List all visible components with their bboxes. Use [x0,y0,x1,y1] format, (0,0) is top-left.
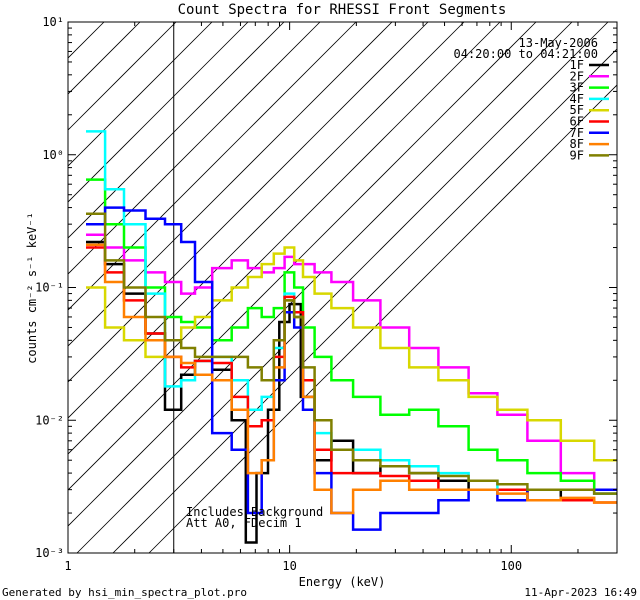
legend-label-3F: 3F [570,81,584,95]
note-attenuator: Att A0, FDecim 1 [186,516,302,530]
x-tick-label: 100 [500,559,522,573]
series-line-5F [86,246,617,462]
legend-label-5F: 5F [570,103,584,117]
series-layer [86,130,617,544]
hatch-line [68,22,177,131]
observation-date: 13-May-2006 [519,36,598,50]
legend-label-9F: 9F [570,148,584,162]
y-tick-label: 10⁻² [35,413,64,427]
y-tick-label: 10⁻¹ [35,281,64,295]
y-axis-label: counts cm⁻² s⁻¹ keV⁻¹ [25,212,39,364]
legend-label-2F: 2F [570,69,584,83]
series-line-7F [86,206,617,531]
legend-label-4F: 4F [570,92,584,106]
y-tick-label: 10⁻³ [35,546,64,560]
footer-generator: Generated by hsi_min_spectra_plot.pro [2,586,247,599]
legend-label-7F: 7F [570,126,584,140]
series-line-1F [86,240,617,544]
hatch-line [68,22,573,527]
hatch-line [68,22,213,167]
hatch-line [68,22,285,239]
y-tick-label: 10¹ [42,15,64,29]
time-range: 04:20:00 to 04:21:00 [454,47,599,61]
hatch-line [68,22,537,491]
legend-label-6F: 6F [570,115,584,129]
note-background: Includes Background [186,505,323,519]
hatch-line [76,22,609,553]
chart-title: Count Spectra for RHESSI Front Segments [178,2,507,18]
x-axis-label: Energy (keV) [299,575,386,589]
y-axis: 10⁻³ 10⁻² 10⁻¹ 10⁰ 10¹ [35,15,617,560]
hatch-line [112,48,617,553]
x-tick-label: 10 [282,559,296,573]
hatch-line [68,22,321,275]
x-axis: 1 10 100 [64,22,618,573]
legend-label-1F: 1F [570,58,584,72]
legend-label-8F: 8F [570,137,584,151]
hatch-line [68,22,249,203]
series-line-3F [86,178,617,491]
y-tick-label: 10⁰ [42,148,64,162]
series-line-9F [86,212,617,495]
x-tick-label: 1 [64,559,71,573]
series-line-4F [86,130,617,495]
footer-timestamp: 11-Apr-2023 16:49 [524,586,637,599]
